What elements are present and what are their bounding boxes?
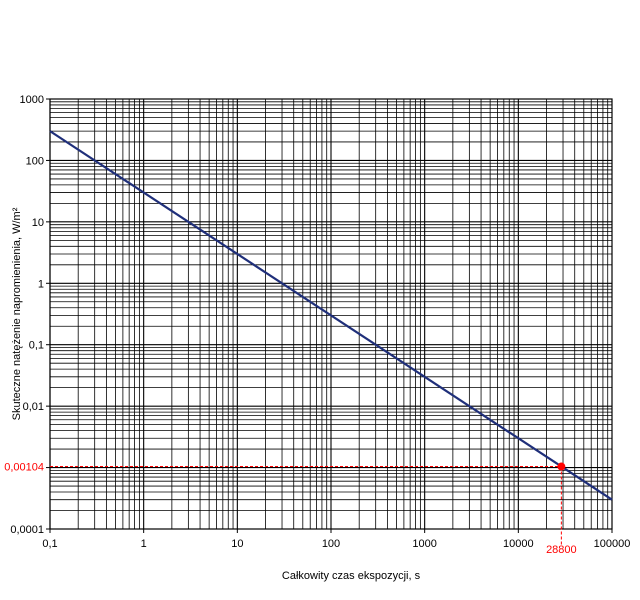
y-axis-label: Skuteczne natężenie napromienienia, W/m² (11, 207, 23, 420)
highlight-x-label: 28800 (546, 544, 577, 556)
y-tick-label: 1000 (20, 94, 44, 106)
x-tick-label: 1000 (412, 538, 436, 550)
x-tick-label: 10000 (503, 538, 534, 550)
series-line (49, 130, 613, 501)
series (49, 130, 613, 501)
tick-labels: 0,1 1 10 100 1000 10000 100000 0,0001 0,01 0,1 1 10… (10, 94, 630, 550)
y-tick-label: 0,0001 (10, 524, 44, 536)
x-axis-label: Całkowity czas ekspozycji, s (282, 570, 421, 582)
x-tick-label: 10 (231, 538, 243, 550)
y-tick-label: 100 (26, 155, 44, 167)
highlight-point (557, 462, 566, 471)
highlight: 0,00104 28800 (4, 462, 576, 556)
y-tick-label: 0,01 (23, 401, 44, 413)
y-tick-label: 10 (32, 217, 44, 229)
y-tick-label: 1 (38, 278, 44, 290)
x-tick-label: 100000 (594, 538, 631, 550)
x-tick-label: 1 (141, 538, 147, 550)
x-tick-label: 0,1 (42, 538, 57, 550)
grid-lines (49, 99, 612, 530)
highlight-y-label: 0,00104 (4, 462, 44, 474)
x-tick-label: 100 (322, 538, 340, 550)
y-tick-label: 0,1 (29, 340, 44, 352)
